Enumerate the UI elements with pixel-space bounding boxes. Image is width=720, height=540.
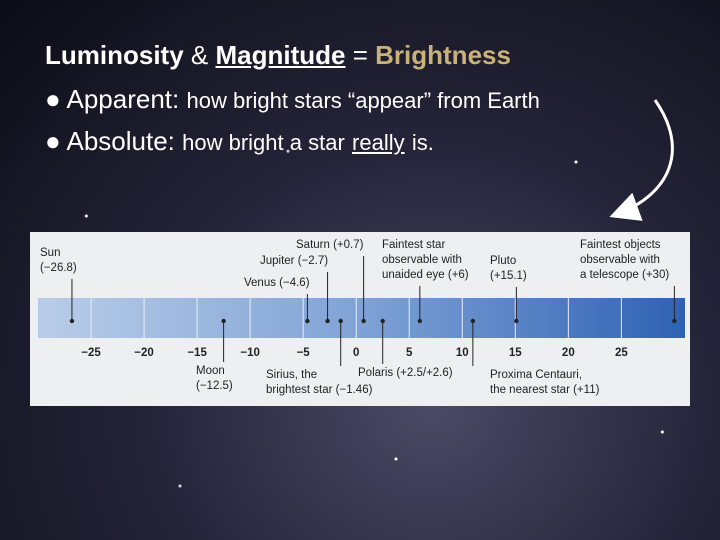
arrow bbox=[609, 99, 674, 221]
object-label: Saturn (+0.7) bbox=[296, 239, 364, 251]
magnitude-point bbox=[380, 318, 385, 324]
magnitude-point bbox=[338, 318, 343, 324]
tick-label: 5 bbox=[406, 347, 413, 359]
object-label: Pluto bbox=[490, 255, 516, 267]
bullet-text: really bbox=[352, 130, 405, 155]
tick-label: −20 bbox=[134, 347, 154, 359]
object-label: Sirius, the bbox=[266, 369, 317, 381]
object-label: Proxima Centauri, bbox=[490, 369, 582, 381]
title: Luminosity & Magnitude = Brightness bbox=[45, 40, 511, 71]
magnitude-point bbox=[325, 318, 330, 324]
bullet-text: how bright a star bbox=[182, 130, 345, 155]
title-word: & bbox=[190, 40, 209, 70]
scale-bar bbox=[38, 298, 685, 338]
object-label: Polaris (+2.5/+2.6) bbox=[358, 367, 453, 379]
object-label: unaided eye (+6) bbox=[382, 269, 469, 281]
bullet: ● Absolute: how bright a star really is. bbox=[45, 126, 434, 156]
tick-label: −10 bbox=[240, 347, 260, 359]
title-word: Luminosity bbox=[45, 40, 184, 70]
object-label: (−26.8) bbox=[40, 262, 77, 274]
object-label: (−12.5) bbox=[196, 380, 233, 392]
tick-label: 0 bbox=[353, 347, 359, 359]
object-label: brightest star (−1.46) bbox=[266, 384, 373, 396]
tick-label: 10 bbox=[456, 347, 469, 359]
object-label: (+15.1) bbox=[490, 270, 527, 282]
bullet-text: how bright stars “appear” from Earth bbox=[186, 88, 540, 113]
object-label: Faintest objects bbox=[580, 239, 661, 251]
magnitude-point bbox=[514, 318, 519, 324]
tick-label: −5 bbox=[297, 347, 311, 359]
magnitude-point bbox=[69, 318, 75, 324]
magnitude-point bbox=[672, 318, 677, 324]
object-label: a telescope (+30) bbox=[580, 269, 669, 281]
magnitude-point bbox=[470, 318, 476, 324]
bullet-term: Apparent: bbox=[66, 84, 180, 114]
title-word: Brightness bbox=[375, 40, 511, 70]
magnitude-point bbox=[417, 318, 423, 324]
object-label: Faintest star bbox=[382, 239, 445, 251]
object-label: Venus (−4.6) bbox=[244, 277, 310, 289]
object-label: Moon bbox=[196, 365, 225, 377]
bullet: ● Apparent: how bright stars “appear” fr… bbox=[45, 84, 540, 114]
title-word: Magnitude bbox=[215, 40, 346, 70]
tick-label: −15 bbox=[187, 347, 207, 359]
object-label: Jupiter (−2.7) bbox=[260, 255, 328, 267]
title-word: = bbox=[352, 40, 368, 70]
tick-label: 20 bbox=[562, 347, 575, 359]
tick-label: 25 bbox=[615, 347, 628, 359]
object-label: observable with bbox=[580, 254, 660, 266]
tick-label: −25 bbox=[81, 347, 101, 359]
object-label: Sun bbox=[40, 247, 60, 259]
object-label: observable with bbox=[382, 254, 462, 266]
magnitude-point bbox=[361, 318, 366, 324]
magnitude-point bbox=[221, 318, 226, 324]
bullet-text: is. bbox=[411, 130, 434, 155]
tick-label: 15 bbox=[509, 347, 522, 359]
magnitude-point bbox=[305, 318, 310, 324]
object-label: the nearest star (+11) bbox=[490, 384, 600, 396]
bullet-term: Absolute: bbox=[66, 126, 175, 156]
